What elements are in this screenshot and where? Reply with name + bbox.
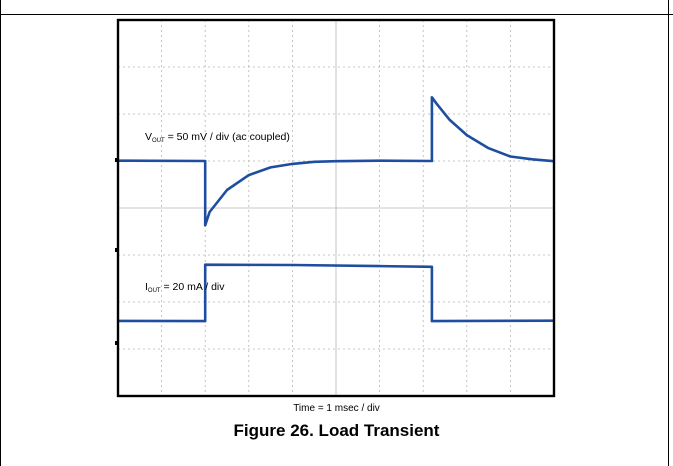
vout-label: VOUT = 50 mV / div (ac coupled) (145, 131, 290, 144)
right-rule (668, 0, 669, 466)
iout-label: IOUT = 20 mA / div (145, 281, 225, 294)
iout-trace (117, 263, 555, 323)
left-rule (0, 0, 1, 466)
top-rule (0, 14, 673, 15)
vout-trace (117, 96, 555, 227)
oscilloscope-plot: VOUT = 50 mV / div (ac coupled) IOUT = 2… (115, 18, 557, 398)
channel-marker (115, 248, 119, 252)
grid (118, 20, 554, 396)
channel-marker (115, 341, 119, 345)
channel-marker (115, 158, 119, 162)
plot-frame (116, 18, 556, 398)
time-axis-label: Time = 1 msec / div (293, 403, 380, 414)
traces (117, 96, 555, 323)
channel-markers (115, 158, 119, 345)
figure-caption: Figure 26. Load Transient (233, 421, 440, 440)
